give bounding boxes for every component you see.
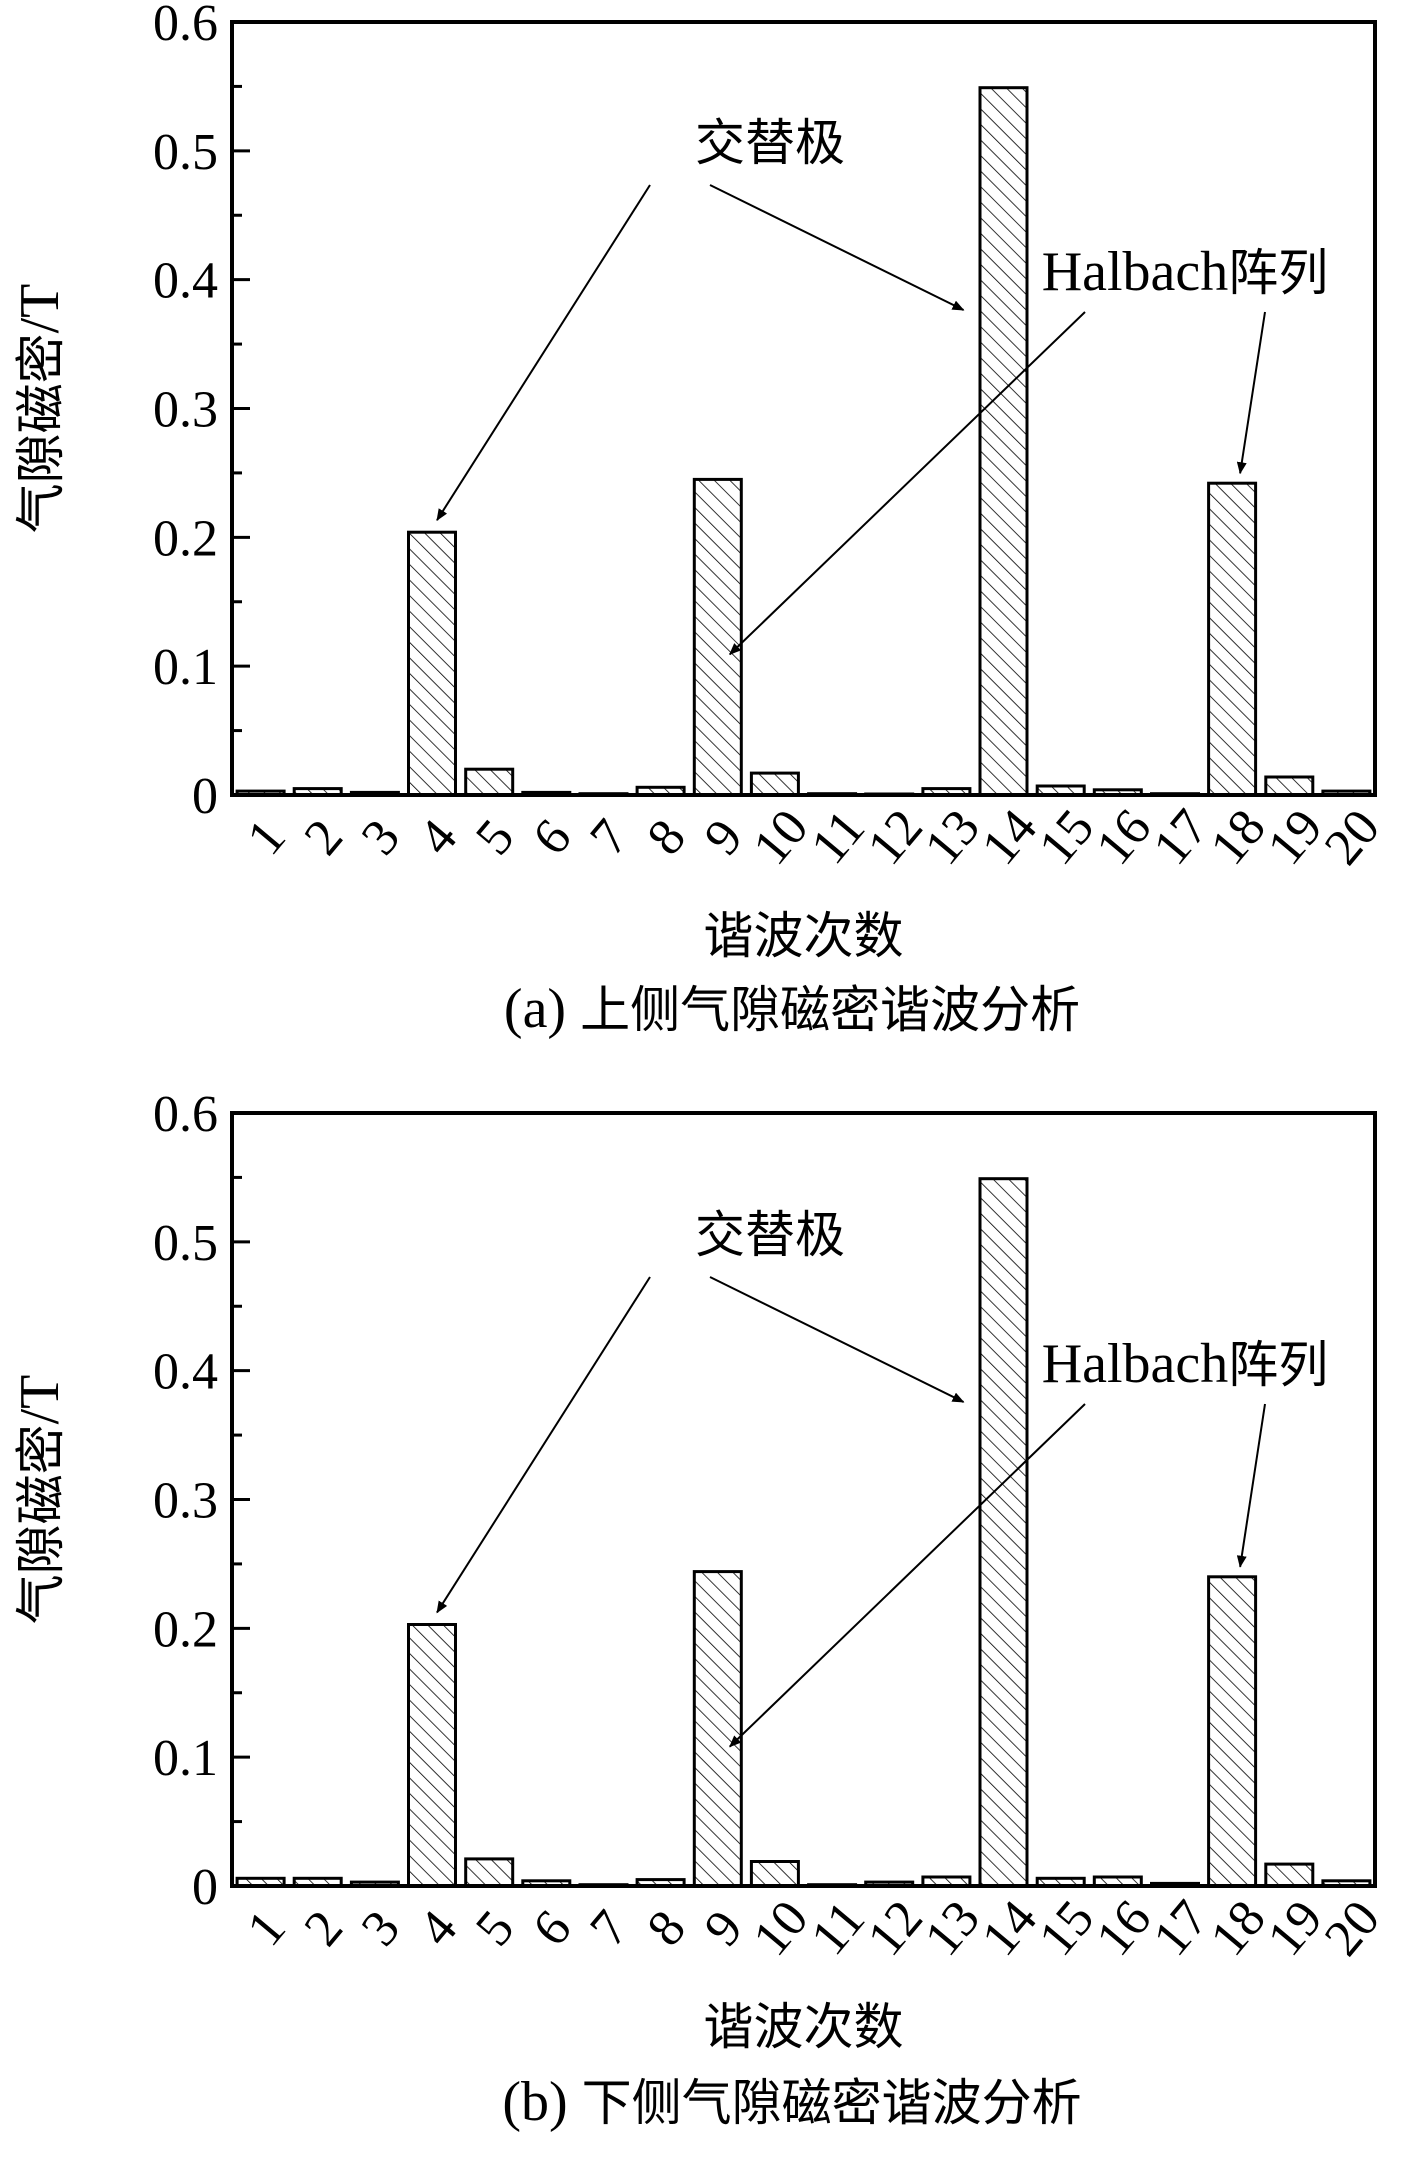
x-tick-label: 7: [579, 1900, 639, 1957]
x-axis-title: 谐波次数: [704, 907, 904, 965]
x-tick-label: 3: [351, 809, 411, 866]
bar-19: [1264, 1862, 1315, 1888]
annotation-label: 交替极: [695, 1206, 845, 1264]
y-axis-title: 气隙磁密/T: [9, 1375, 71, 1625]
figure-caption: (a) 上侧气隙磁密谐波分析: [504, 978, 1080, 1040]
y-tick-label: 0.4: [153, 253, 218, 310]
annotation-arrow: [709, 184, 965, 311]
annotation-arrow: [436, 1276, 651, 1614]
bar-19: [1264, 775, 1315, 797]
bar-18: [1207, 1575, 1258, 1888]
y-tick-label: 0: [192, 768, 218, 825]
bar-18: [1207, 481, 1258, 797]
x-tick-label: 8: [637, 809, 697, 866]
x-tick-label: 4: [408, 1900, 468, 1957]
x-tick-label: 1: [236, 809, 296, 866]
bar-5: [464, 767, 515, 797]
annotation-arrow: [436, 184, 651, 522]
chart-panel-b: 00.10.20.30.40.50.6123456789101112131415…: [9, 1086, 1391, 2133]
x-axis-title: 谐波次数: [704, 1998, 904, 2056]
y-tick-label: 0.1: [153, 1730, 218, 1787]
x-tick-label: 2: [294, 809, 354, 866]
y-tick-label: 0.2: [153, 510, 218, 567]
y-tick-label: 0.4: [153, 1344, 218, 1401]
x-tick-label: 2: [294, 1900, 354, 1957]
annotation-arrow: [1236, 1403, 1266, 1568]
chart-panel-a: 00.10.20.30.40.50.6123456789101112131415…: [9, 0, 1391, 1040]
annotation-arrow: [1236, 311, 1266, 475]
x-tick-label: 5: [465, 809, 525, 866]
annotation-label: 交替极: [695, 114, 845, 172]
x-tick-label: 4: [408, 809, 468, 866]
y-tick-label: 0: [192, 1859, 218, 1916]
y-tick-label: 0.6: [153, 0, 218, 52]
bar-4: [407, 1623, 457, 1888]
x-tick-label: 6: [522, 1900, 582, 1957]
figure-caption: (b) 下侧气隙磁密谐波分析: [502, 2071, 1081, 2133]
bar-14: [978, 1177, 1029, 1888]
y-tick-label: 0.5: [153, 1215, 218, 1272]
bar-9: [692, 1570, 743, 1888]
x-tick-label: 1: [236, 1900, 296, 1957]
y-tick-label: 0.6: [153, 1086, 218, 1143]
x-tick-label: 3: [351, 1900, 411, 1957]
x-tick-label: 8: [637, 1900, 697, 1957]
annotation-arrow: [729, 1403, 1086, 1748]
y-tick-label: 0.5: [153, 124, 218, 181]
bar-4: [407, 530, 457, 797]
x-tick-label: 7: [579, 809, 639, 866]
y-tick-label: 0.1: [153, 639, 218, 696]
bar-5: [464, 1857, 515, 1888]
bar-14: [978, 86, 1029, 797]
x-tick-label: 5: [465, 1900, 525, 1957]
bar-10: [749, 771, 800, 797]
y-tick-label: 0.3: [153, 382, 218, 439]
y-tick-label: 0.2: [153, 1601, 218, 1658]
annotation-arrow: [709, 1276, 965, 1403]
y-axis-title: 气隙磁密/T: [9, 284, 71, 534]
annotation-arrow: [729, 311, 1086, 656]
x-tick-label: 20: [1314, 799, 1391, 875]
bar-9: [692, 477, 743, 797]
annotation-label: Halbach阵列: [1042, 241, 1329, 303]
x-tick-label: 20: [1314, 1890, 1391, 1966]
x-tick-label: 6: [522, 809, 582, 866]
annotation-label: Halbach阵列: [1042, 1333, 1329, 1395]
y-tick-label: 0.3: [153, 1473, 218, 1530]
bar-10: [749, 1860, 800, 1888]
